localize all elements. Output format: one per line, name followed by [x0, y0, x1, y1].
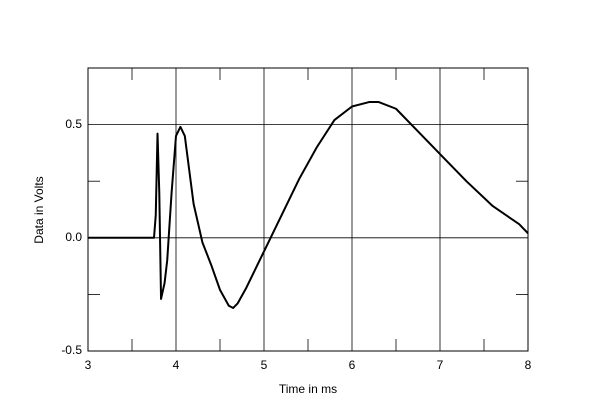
x-tick-label: 7	[437, 358, 444, 372]
x-tick-label: 4	[173, 358, 180, 372]
y-tick-label: 0.5	[65, 117, 82, 131]
x-tick-label: 3	[85, 358, 92, 372]
plot-frame	[87, 67, 529, 352]
x-tick-label: 8	[525, 358, 532, 372]
y-tick-label: 0.0	[65, 230, 82, 244]
y-tick-label: -0.5	[61, 343, 82, 357]
y-axis-label: Data in Volts	[32, 176, 46, 243]
x-tick-label: 6	[349, 358, 356, 372]
x-tick-label: 5	[261, 358, 268, 372]
data-line	[88, 100, 529, 309]
x-axis-label: Time in ms	[279, 382, 337, 396]
